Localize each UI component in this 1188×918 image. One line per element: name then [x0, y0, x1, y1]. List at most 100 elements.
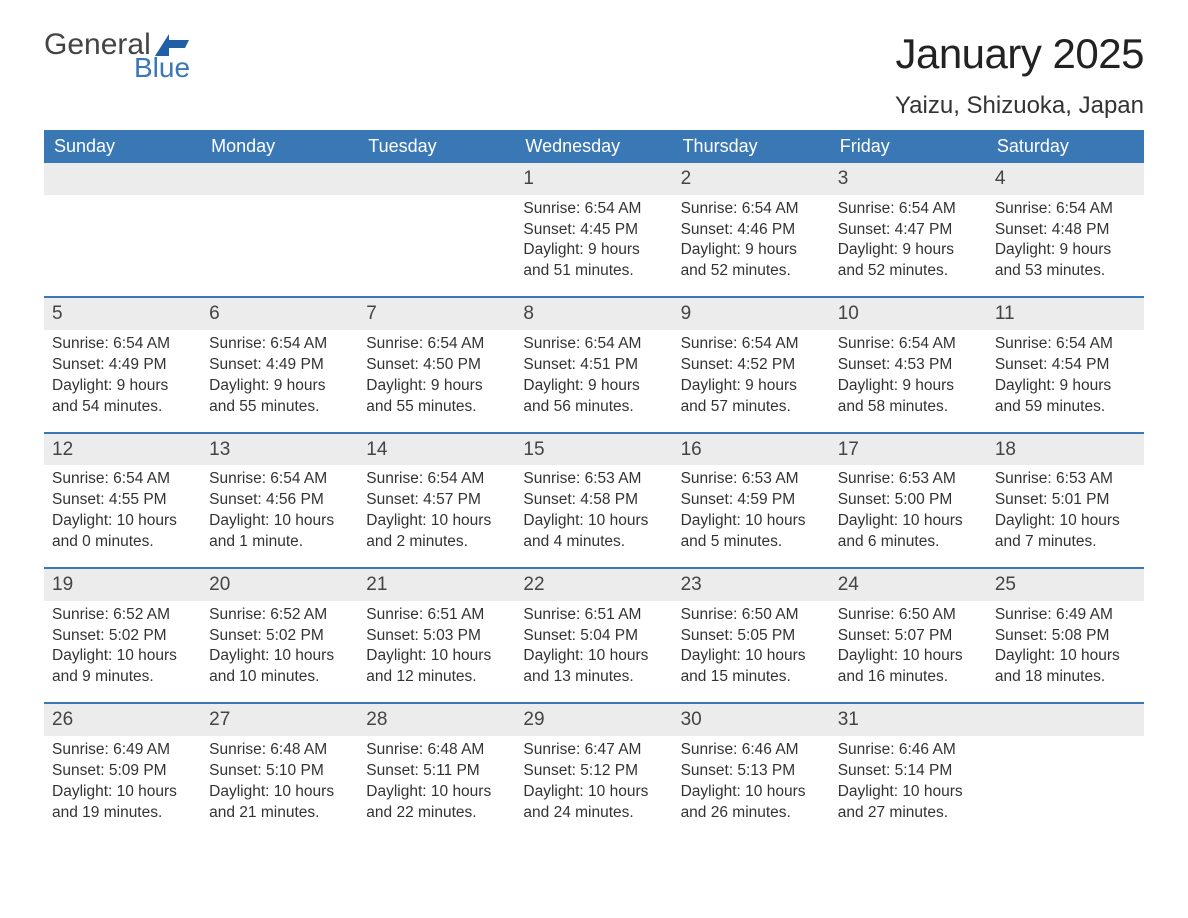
day-d1: Daylight: 9 hours — [681, 240, 822, 261]
day-number: 18 — [987, 434, 1144, 466]
day-d2: and 53 minutes. — [995, 261, 1136, 282]
day-d1: Daylight: 10 hours — [209, 646, 350, 667]
day-sunset: Sunset: 5:12 PM — [523, 761, 664, 782]
day-d1: Daylight: 10 hours — [366, 646, 507, 667]
day-sunrise: Sunrise: 6:54 AM — [209, 469, 350, 490]
day-number: 10 — [830, 298, 987, 330]
day-d2: and 0 minutes. — [52, 532, 193, 553]
day-d2: and 7 minutes. — [995, 532, 1136, 553]
day-sunrise: Sunrise: 6:54 AM — [366, 334, 507, 355]
day-sunset: Sunset: 5:01 PM — [995, 490, 1136, 511]
location: Yaizu, Shizuoka, Japan — [895, 92, 1144, 120]
day-number: 25 — [987, 569, 1144, 601]
calendar: SundayMondayTuesdayWednesdayThursdayFrid… — [44, 130, 1144, 838]
week-row: 5Sunrise: 6:54 AMSunset: 4:49 PMDaylight… — [44, 296, 1144, 431]
day-d2: and 18 minutes. — [995, 667, 1136, 688]
day-d2: and 27 minutes. — [838, 803, 979, 824]
day-d2: and 4 minutes. — [523, 532, 664, 553]
day-sunrise: Sunrise: 6:54 AM — [52, 334, 193, 355]
day-sunset: Sunset: 5:07 PM — [838, 626, 979, 647]
day-number: 31 — [830, 704, 987, 736]
day-d1: Daylight: 9 hours — [995, 376, 1136, 397]
day-sunset: Sunset: 4:46 PM — [681, 220, 822, 241]
day-number: 20 — [201, 569, 358, 601]
day-body: Sunrise: 6:48 AMSunset: 5:10 PMDaylight:… — [201, 740, 358, 824]
day-cell: 13Sunrise: 6:54 AMSunset: 4:56 PMDayligh… — [201, 434, 358, 567]
day-sunset: Sunset: 5:11 PM — [366, 761, 507, 782]
day-d1: Daylight: 9 hours — [366, 376, 507, 397]
day-body: Sunrise: 6:54 AMSunset: 4:48 PMDaylight:… — [987, 199, 1144, 283]
day-cell: 5Sunrise: 6:54 AMSunset: 4:49 PMDaylight… — [44, 298, 201, 431]
weekday-header: Saturday — [987, 130, 1144, 163]
day-d2: and 52 minutes. — [681, 261, 822, 282]
day-d1: Daylight: 10 hours — [995, 646, 1136, 667]
day-body: Sunrise: 6:54 AMSunset: 4:54 PMDaylight:… — [987, 334, 1144, 418]
day-sunset: Sunset: 4:51 PM — [523, 355, 664, 376]
day-d2: and 5 minutes. — [681, 532, 822, 553]
day-body: Sunrise: 6:54 AMSunset: 4:55 PMDaylight:… — [44, 469, 201, 553]
day-sunrise: Sunrise: 6:48 AM — [209, 740, 350, 761]
day-sunrise: Sunrise: 6:53 AM — [995, 469, 1136, 490]
day-sunset: Sunset: 4:49 PM — [52, 355, 193, 376]
day-cell: 1Sunrise: 6:54 AMSunset: 4:45 PMDaylight… — [515, 163, 672, 296]
weekday-header: Thursday — [673, 130, 830, 163]
day-d1: Daylight: 10 hours — [523, 646, 664, 667]
day-sunrise: Sunrise: 6:54 AM — [995, 199, 1136, 220]
day-body: Sunrise: 6:51 AMSunset: 5:03 PMDaylight:… — [358, 605, 515, 689]
day-sunrise: Sunrise: 6:51 AM — [523, 605, 664, 626]
day-d2: and 24 minutes. — [523, 803, 664, 824]
day-sunrise: Sunrise: 6:51 AM — [366, 605, 507, 626]
day-body: Sunrise: 6:54 AMSunset: 4:57 PMDaylight:… — [358, 469, 515, 553]
day-sunset: Sunset: 4:50 PM — [366, 355, 507, 376]
day-sunrise: Sunrise: 6:46 AM — [838, 740, 979, 761]
day-d2: and 12 minutes. — [366, 667, 507, 688]
day-number: 13 — [201, 434, 358, 466]
day-sunset: Sunset: 5:05 PM — [681, 626, 822, 647]
day-sunset: Sunset: 5:14 PM — [838, 761, 979, 782]
day-cell: 2Sunrise: 6:54 AMSunset: 4:46 PMDaylight… — [673, 163, 830, 296]
header: General Blue January 2025 Yaizu, Shizuok… — [44, 30, 1144, 120]
day-number: 29 — [515, 704, 672, 736]
day-number: 24 — [830, 569, 987, 601]
day-cell: 30Sunrise: 6:46 AMSunset: 5:13 PMDayligh… — [673, 704, 830, 837]
day-body: Sunrise: 6:54 AMSunset: 4:50 PMDaylight:… — [358, 334, 515, 418]
day-sunset: Sunset: 5:04 PM — [523, 626, 664, 647]
day-d1: Daylight: 9 hours — [838, 240, 979, 261]
day-body: Sunrise: 6:54 AMSunset: 4:47 PMDaylight:… — [830, 199, 987, 283]
day-body: Sunrise: 6:53 AMSunset: 5:01 PMDaylight:… — [987, 469, 1144, 553]
weeks-container: 1Sunrise: 6:54 AMSunset: 4:45 PMDaylight… — [44, 163, 1144, 838]
day-d2: and 52 minutes. — [838, 261, 979, 282]
day-cell: 7Sunrise: 6:54 AMSunset: 4:50 PMDaylight… — [358, 298, 515, 431]
day-cell: 29Sunrise: 6:47 AMSunset: 5:12 PMDayligh… — [515, 704, 672, 837]
day-sunrise: Sunrise: 6:52 AM — [52, 605, 193, 626]
day-body: Sunrise: 6:49 AMSunset: 5:08 PMDaylight:… — [987, 605, 1144, 689]
day-d1: Daylight: 10 hours — [523, 511, 664, 532]
day-d2: and 26 minutes. — [681, 803, 822, 824]
day-number: 1 — [515, 163, 672, 195]
day-d1: Daylight: 9 hours — [681, 376, 822, 397]
day-cell — [201, 163, 358, 296]
weekday-header: Friday — [830, 130, 987, 163]
day-cell: 12Sunrise: 6:54 AMSunset: 4:55 PMDayligh… — [44, 434, 201, 567]
day-cell: 26Sunrise: 6:49 AMSunset: 5:09 PMDayligh… — [44, 704, 201, 837]
day-number — [987, 704, 1144, 736]
day-sunset: Sunset: 4:48 PM — [995, 220, 1136, 241]
day-number: 19 — [44, 569, 201, 601]
day-sunrise: Sunrise: 6:54 AM — [209, 334, 350, 355]
day-sunrise: Sunrise: 6:54 AM — [681, 199, 822, 220]
day-sunrise: Sunrise: 6:47 AM — [523, 740, 664, 761]
day-body: Sunrise: 6:46 AMSunset: 5:14 PMDaylight:… — [830, 740, 987, 824]
day-body: Sunrise: 6:53 AMSunset: 4:59 PMDaylight:… — [673, 469, 830, 553]
weekday-header: Sunday — [44, 130, 201, 163]
day-d2: and 9 minutes. — [52, 667, 193, 688]
day-d2: and 21 minutes. — [209, 803, 350, 824]
day-d1: Daylight: 10 hours — [681, 646, 822, 667]
day-sunset: Sunset: 5:13 PM — [681, 761, 822, 782]
day-number — [358, 163, 515, 195]
day-d1: Daylight: 10 hours — [838, 782, 979, 803]
day-cell: 9Sunrise: 6:54 AMSunset: 4:52 PMDaylight… — [673, 298, 830, 431]
day-body: Sunrise: 6:54 AMSunset: 4:51 PMDaylight:… — [515, 334, 672, 418]
page-title: January 2025 — [895, 30, 1144, 78]
day-sunset: Sunset: 4:59 PM — [681, 490, 822, 511]
day-sunrise: Sunrise: 6:53 AM — [681, 469, 822, 490]
